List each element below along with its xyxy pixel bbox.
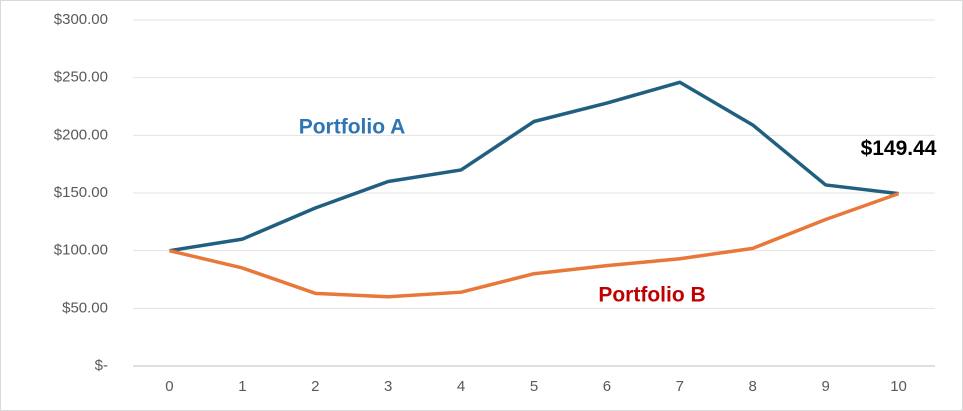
line — [169, 80, 899, 253]
y-tick-label: $50.00 — [62, 299, 108, 316]
y-tick-label: $100.00 — [54, 242, 108, 259]
x-tick-label: 1 — [238, 378, 246, 395]
x-tick-label: 10 — [890, 378, 907, 395]
series-label: Portfolio A — [299, 116, 406, 139]
y-tick-label: $- — [95, 357, 108, 374]
y-tick-label: $150.00 — [54, 184, 108, 201]
line — [169, 191, 900, 299]
x-tick-label: 5 — [530, 378, 538, 395]
x-tick-label: 8 — [749, 378, 757, 395]
y-tick-label: $250.00 — [54, 69, 108, 86]
x-tick-label: 3 — [384, 378, 392, 395]
y-tick-label: $200.00 — [54, 126, 108, 143]
x-tick-label: 9 — [821, 378, 829, 395]
x-tick-label: 4 — [457, 378, 465, 395]
series-label: Portfolio B — [598, 284, 705, 307]
x-tick-label: 6 — [603, 378, 611, 395]
x-tick-label: 2 — [311, 378, 319, 395]
x-tick-label: 7 — [676, 378, 684, 395]
x-tick-label: 0 — [165, 378, 173, 395]
data-label: $149.44 — [861, 137, 937, 160]
y-tick-label: $300.00 — [54, 11, 108, 28]
